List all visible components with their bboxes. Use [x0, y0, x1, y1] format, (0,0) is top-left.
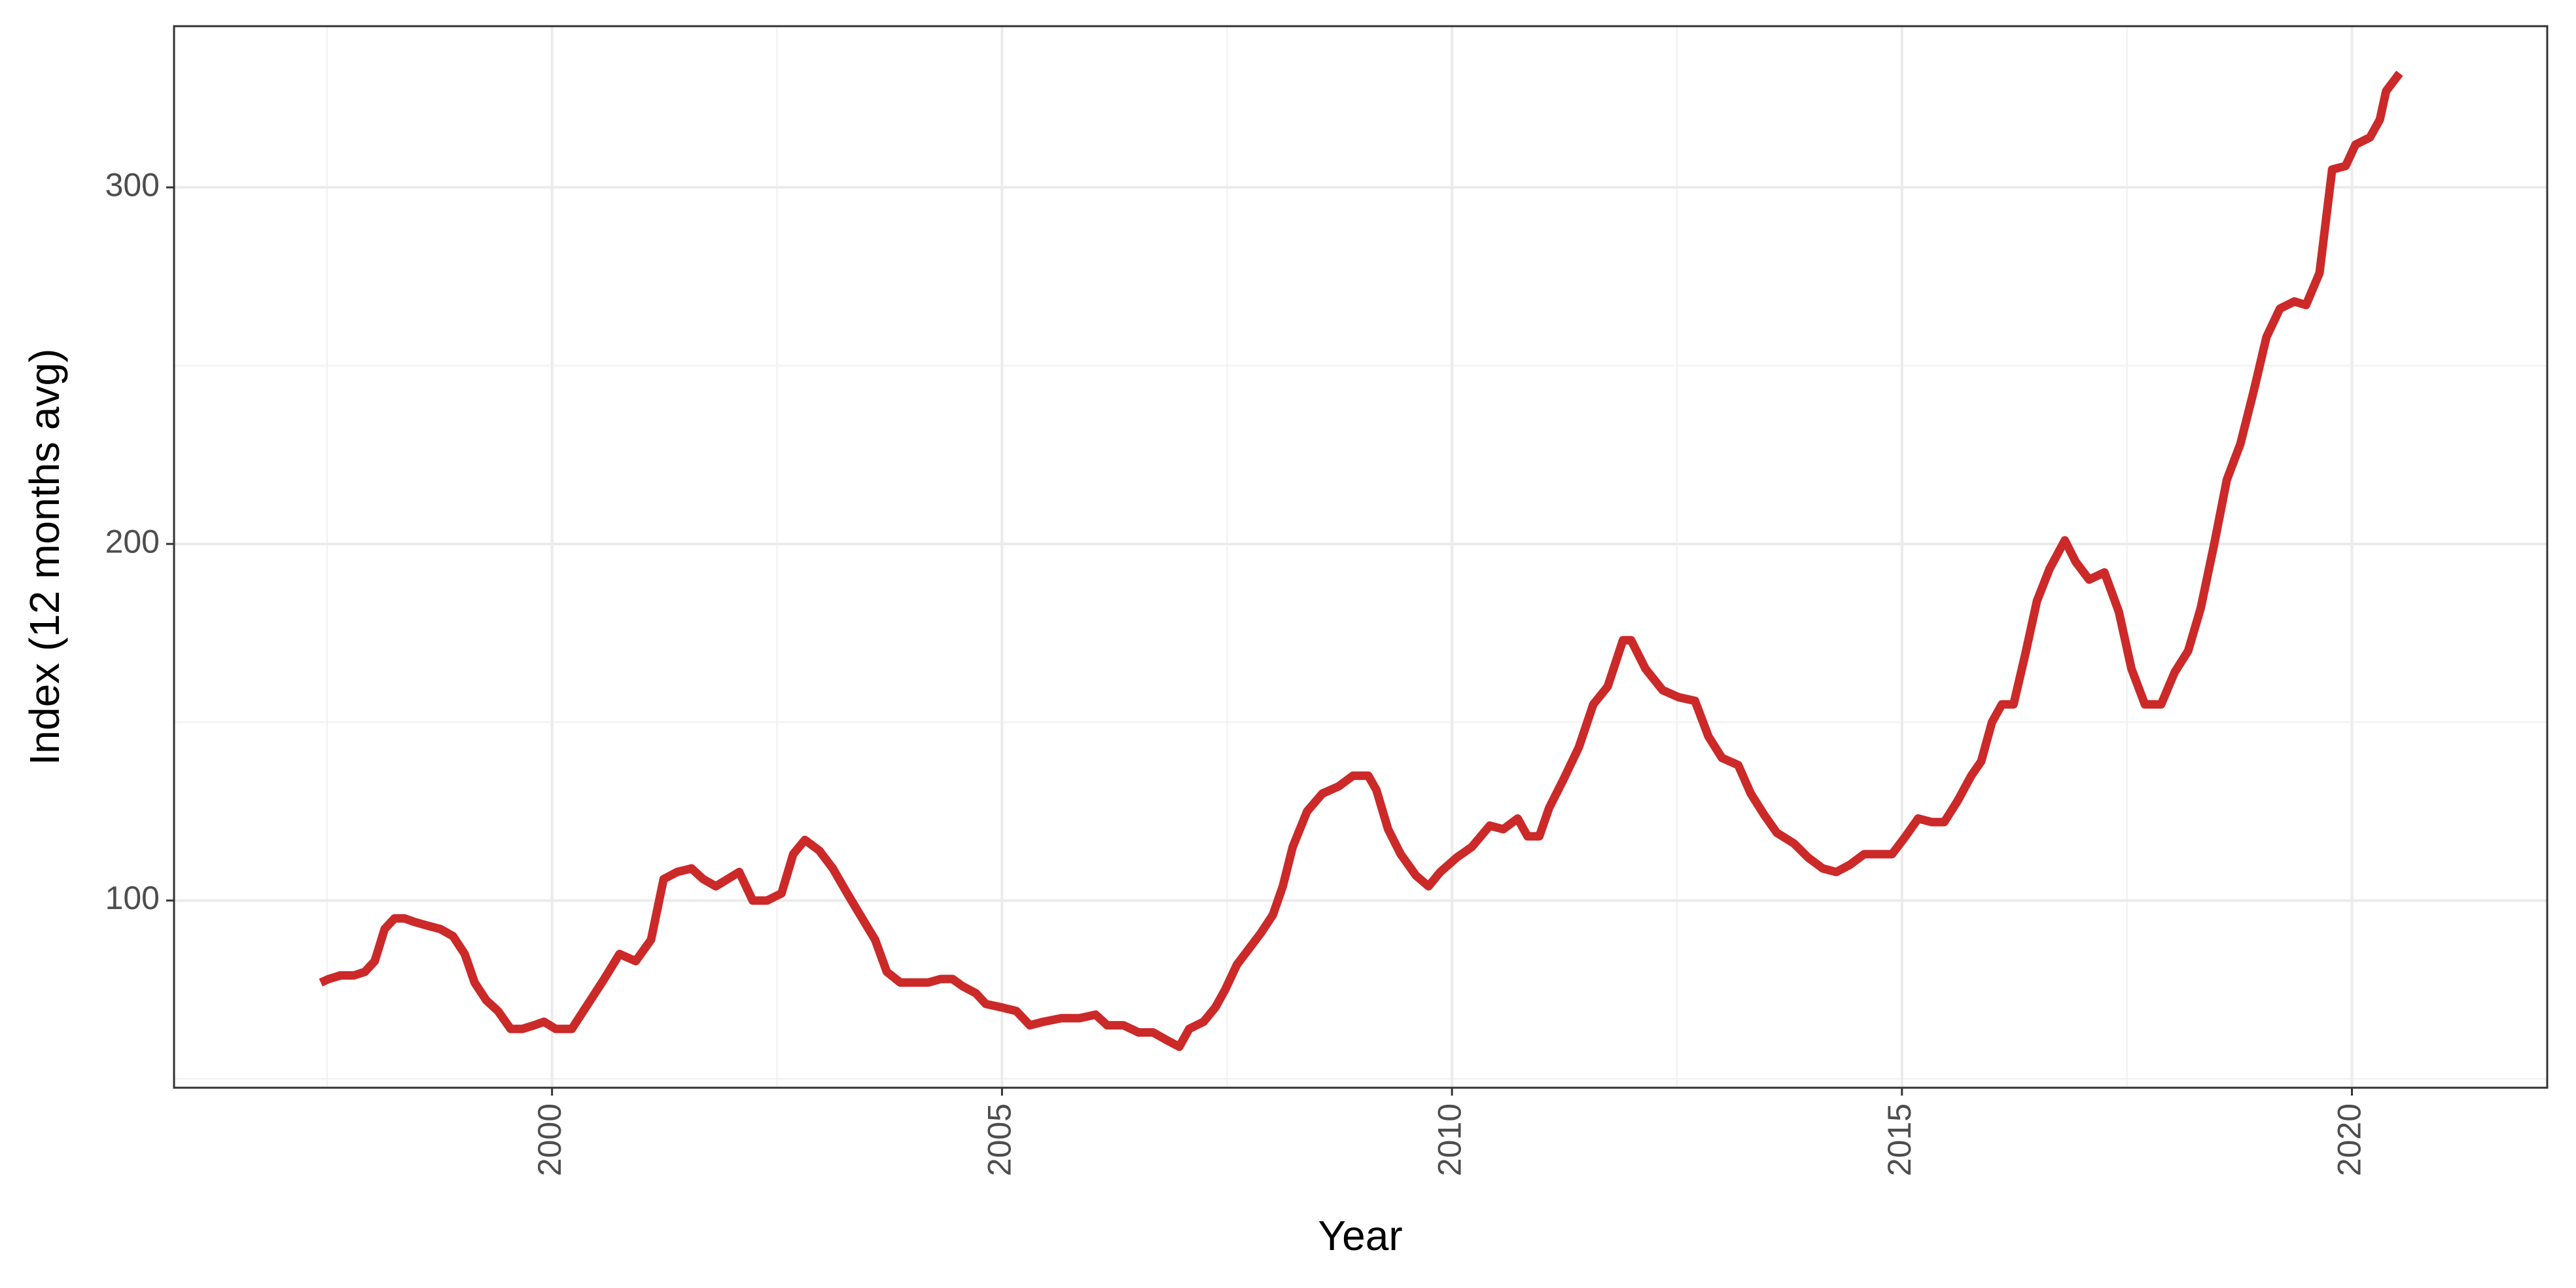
panel-border [173, 25, 2549, 1089]
data-line [319, 70, 2403, 1051]
y-tick-label: 300 [105, 166, 160, 203]
x-tick-label: 2000 [531, 1103, 568, 1176]
y-tick-label: 200 [105, 523, 160, 560]
x-tick-label: 2005 [981, 1103, 1018, 1176]
plot [319, 70, 2403, 1051]
grid [174, 26, 2547, 1088]
x-axis-title: Year [1318, 1212, 1402, 1259]
x-tick-label: 2015 [1881, 1103, 1918, 1176]
y-axis-title: Index (12 months avg) [21, 349, 68, 766]
x-tick-label: 2010 [1431, 1103, 1468, 1176]
x-tick-label: 2020 [2331, 1103, 2368, 1176]
y-tick-label: 100 [105, 880, 160, 916]
